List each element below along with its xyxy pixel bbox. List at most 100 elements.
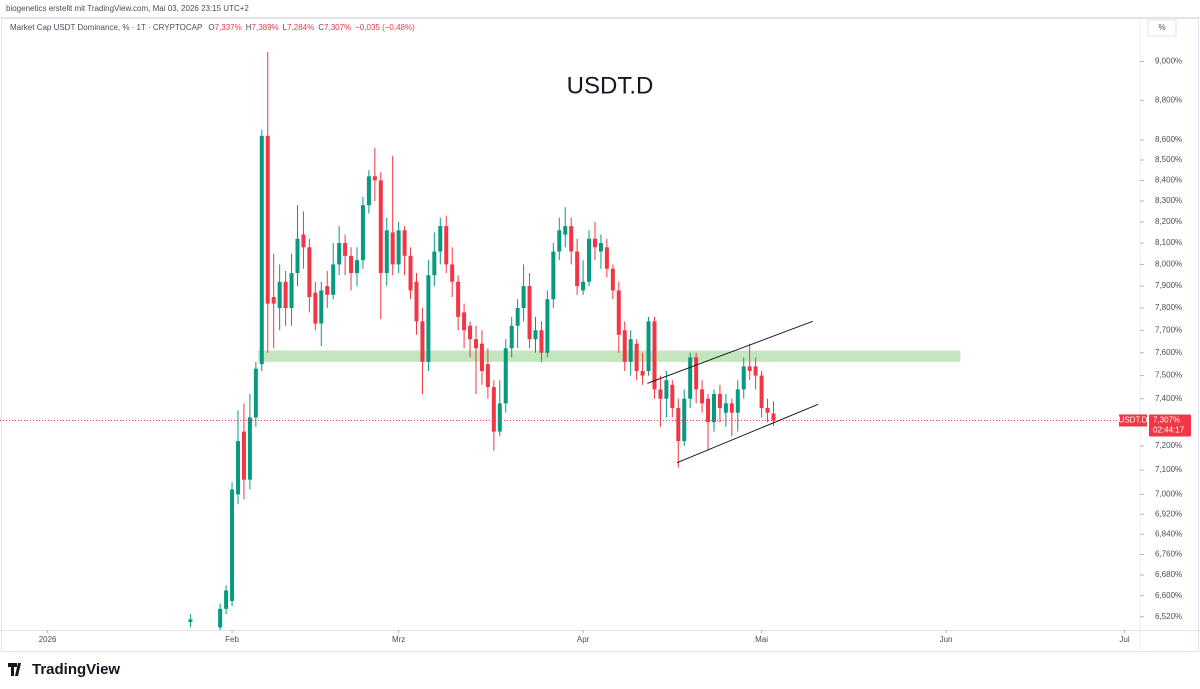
unit-box[interactable] <box>1147 19 1177 37</box>
x-tick-label: Jun <box>940 635 953 644</box>
y-tick-label: 6,520% <box>1155 612 1182 621</box>
candle-body <box>723 403 728 413</box>
y-tick-label: 6,840% <box>1155 529 1182 538</box>
candle-body <box>539 330 544 353</box>
candle-body <box>569 226 574 252</box>
y-tick-label: 7,800% <box>1155 303 1182 312</box>
trendline <box>676 403 819 464</box>
y-tick-label: 7,900% <box>1155 281 1182 290</box>
symbol-tag: USDT.D <box>1119 416 1148 425</box>
candle-body <box>450 264 455 282</box>
candle-body <box>402 230 407 256</box>
candle-body <box>706 398 711 423</box>
y-tick-label: 8,500% <box>1155 155 1182 164</box>
y-tick-label: 7,700% <box>1155 325 1182 334</box>
candle-body <box>253 368 258 418</box>
candle-body <box>682 398 687 442</box>
candle-body <box>652 321 657 390</box>
candle-body <box>587 238 592 282</box>
candle-body <box>688 357 693 399</box>
candle-body <box>747 366 752 371</box>
legend-ohlc-label: H <box>246 23 252 32</box>
candle-body <box>313 292 318 324</box>
candle-body <box>456 281 461 317</box>
candle-body <box>426 275 431 362</box>
candle-body <box>349 255 354 274</box>
legend: Market Cap USDT Dominance, % · 1T · CRYP… <box>10 23 415 32</box>
candle-body <box>372 176 377 181</box>
legend-change: −0,035 (−0,48%) <box>355 23 415 32</box>
candle-body <box>557 230 562 252</box>
candle-body <box>658 389 663 399</box>
candle-body <box>575 251 580 287</box>
x-tick-label: Apr <box>577 635 590 644</box>
candle-body <box>230 489 235 601</box>
candle-body <box>307 247 312 298</box>
candle-body <box>521 286 526 309</box>
candle-body <box>271 297 276 304</box>
candle-body <box>473 339 478 349</box>
y-tick-label: 8,100% <box>1155 238 1182 247</box>
candle-body <box>319 290 324 324</box>
candle-body <box>694 357 699 390</box>
candle-body <box>224 590 229 609</box>
y-tick-label: 8,200% <box>1155 217 1182 226</box>
candle-body <box>491 387 496 432</box>
candle-body <box>420 321 425 362</box>
candle-body <box>670 384 675 409</box>
candle-body <box>753 366 758 376</box>
candle-body <box>360 205 365 261</box>
price-tag-box <box>1149 414 1191 437</box>
candle-body <box>331 264 336 295</box>
y-tick-label: 7,000% <box>1155 490 1182 499</box>
candle-body <box>325 286 330 295</box>
candle-body <box>592 238 597 248</box>
candle-body <box>479 343 484 371</box>
candle-body <box>610 268 615 291</box>
candle-body <box>700 389 705 404</box>
candle-body <box>551 251 556 300</box>
candle-body <box>188 619 193 623</box>
candle-body <box>741 366 746 390</box>
y-tick-label: 6,920% <box>1155 509 1182 518</box>
y-tick-label: 6,600% <box>1155 591 1182 600</box>
candle-body <box>604 247 609 269</box>
x-tick-label: Jul <box>1119 635 1129 644</box>
candle-body <box>241 431 246 480</box>
legend-ohlc-label: C <box>318 23 324 32</box>
trendline <box>647 320 813 384</box>
footer-logo: TradingView <box>8 661 120 678</box>
x-tick-label: Mrz <box>392 635 405 644</box>
candle-body <box>444 226 449 265</box>
support-zone <box>258 350 961 362</box>
legend-ohlc-value: 7,284% <box>287 23 314 32</box>
candle-body <box>545 299 550 353</box>
candle-body <box>414 281 419 322</box>
candle-body <box>646 321 651 371</box>
candle-body <box>735 389 740 413</box>
x-tick-label: Mai <box>755 635 768 644</box>
candle-body <box>676 408 681 442</box>
candle-body <box>711 394 716 423</box>
candle-body <box>343 243 348 256</box>
candle-body <box>729 403 734 413</box>
legend-ohlc-value: 7,307% <box>324 23 351 32</box>
candle-body <box>259 135 264 365</box>
candle-body <box>390 232 395 265</box>
legend-ohlc-value: 7,389% <box>252 23 279 32</box>
candle-body <box>301 234 306 248</box>
y-tick-label: 7,600% <box>1155 348 1182 357</box>
candle-body <box>247 417 252 480</box>
x-tick-label: 2026 <box>39 635 57 644</box>
candle-body <box>366 176 371 206</box>
y-tick-label: 6,680% <box>1155 570 1182 579</box>
candle-body <box>563 226 568 235</box>
candle-body <box>765 408 770 413</box>
candle-body <box>598 243 603 252</box>
logo-icon <box>8 663 21 676</box>
candle-body <box>616 290 621 335</box>
y-tick-label: 7,100% <box>1155 465 1182 474</box>
